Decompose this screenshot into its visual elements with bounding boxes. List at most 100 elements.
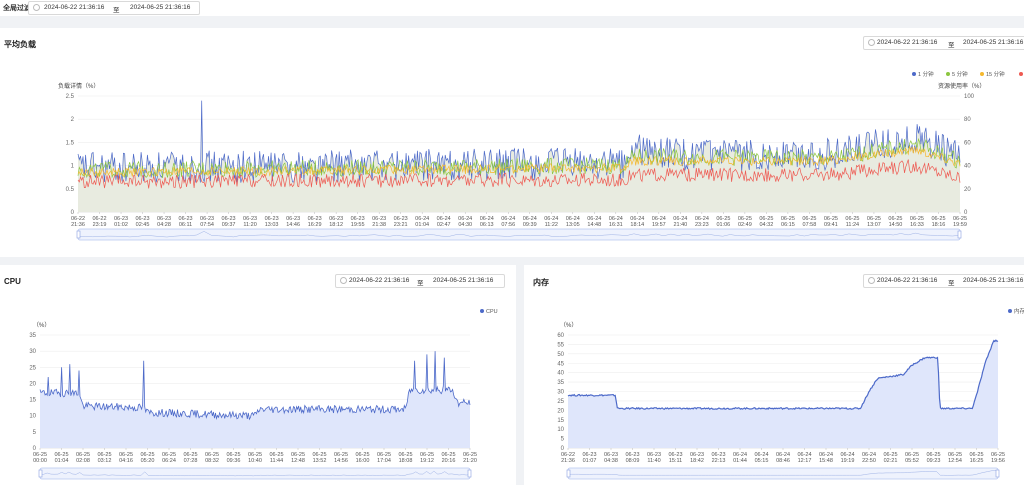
- series-line: [77, 100, 961, 183]
- global-date-range-picker[interactable]: 2024-06-22 21:36:16 至 2024-06-25 21:36:1…: [28, 1, 200, 15]
- y-tick-label: 20: [557, 408, 564, 414]
- series-area: [40, 351, 470, 448]
- x-tick-label: 09:41: [824, 222, 838, 228]
- legend-marker: [1008, 309, 1012, 313]
- x-tick-label: 11:40: [647, 458, 660, 464]
- x-tick-label: 06-23: [372, 216, 386, 222]
- zoom-slider-preview: [567, 470, 998, 476]
- x-tick-label: 06-25: [845, 216, 859, 222]
- x-tick-label: 22:13: [712, 458, 726, 464]
- y-tick-label: 1: [71, 164, 75, 170]
- x-tick-label: 06-24: [437, 216, 451, 222]
- range-start: 2024-06-22 21:36:16: [877, 277, 938, 284]
- x-tick-label: 06:11: [179, 222, 192, 228]
- x-tick-label: 05:52: [905, 458, 919, 464]
- x-tick-label: 06-23: [351, 216, 365, 222]
- x-tick-label: 16:00: [356, 458, 370, 464]
- x-tick-label: 06-23: [582, 452, 596, 458]
- x-tick-label: 16:31: [609, 222, 623, 228]
- x-tick-label: 06-24: [695, 216, 709, 222]
- legend-marker: [946, 72, 950, 76]
- legend-label: 15 分钟: [986, 70, 1005, 78]
- legend-label: 5 分钟: [952, 70, 968, 78]
- x-tick-label: 14:48: [587, 222, 601, 228]
- global-filter-bar: 全局过滤 2024-06-22 21:36:16 至 2024-06-25 21…: [0, 0, 1024, 16]
- x-tick-label: 11:22: [545, 222, 558, 228]
- zoom-slider-handle: [38, 469, 43, 478]
- x-tick-label: 08:46: [776, 458, 790, 464]
- x-tick-label: 04:30: [458, 222, 472, 228]
- x-tick-label: 06-23: [265, 216, 279, 222]
- x-tick-label: 19:56: [991, 458, 1005, 464]
- y-tick-label: 5: [561, 437, 565, 443]
- x-tick-label: 06-23: [200, 216, 214, 222]
- x-tick-label: 06-22: [92, 216, 106, 222]
- x-tick-label: 01:44: [733, 458, 747, 464]
- x-tick-label: 06-25: [463, 452, 477, 458]
- y-tick-label: 25: [557, 399, 564, 405]
- x-tick-label: 06-25: [420, 452, 434, 458]
- cpu-date-range-picker[interactable]: 2024-06-22 21:36:16 至 2024-06-25 21:36:1…: [335, 274, 505, 288]
- legend-marker: [912, 72, 916, 76]
- x-tick-label: 04:32: [760, 222, 774, 228]
- y-tick-label: 35: [29, 333, 36, 339]
- legend-marker: [480, 309, 484, 313]
- y-tick-label: 25: [29, 365, 36, 371]
- x-tick-label: 06-24: [587, 216, 601, 222]
- x-tick-label: 12:54: [948, 458, 962, 464]
- range-start: 2024-06-22 21:36:16: [877, 39, 938, 46]
- x-tick-label: 06:15: [781, 222, 795, 228]
- load-date-range-picker[interactable]: 2024-06-22 21:36:16 至 2024-06-25 21:36:1…: [863, 36, 1024, 50]
- panel-title: 内存: [533, 278, 549, 287]
- y-tick-label: 0.5: [66, 187, 75, 193]
- panel-title: CPU: [4, 277, 21, 286]
- x-tick-label: 06-22: [71, 216, 85, 222]
- x-tick-label: 06-25: [248, 452, 262, 458]
- y2-tick-label: 0: [964, 210, 968, 216]
- x-tick-label: 13:52: [313, 458, 327, 464]
- zoom-slider: [39, 467, 471, 480]
- clock-icon: [868, 277, 875, 284]
- x-tick-label: 17:04: [377, 458, 391, 464]
- cpu-chart: 05101520253035（%）06-2500:0006-2501:0406-…: [29, 309, 498, 480]
- x-tick-label: 06-25: [119, 452, 133, 458]
- x-tick-label: 06-24: [566, 216, 580, 222]
- y-tick-label: 2: [71, 117, 75, 123]
- panel-title: 平均负载: [4, 40, 36, 49]
- x-tick-label: 06-24: [673, 216, 687, 222]
- x-tick-label: 01:04: [55, 458, 69, 464]
- x-tick-label: 06-25: [269, 452, 283, 458]
- x-tick-label: 23:19: [93, 222, 107, 228]
- x-tick-label: 06-23: [114, 216, 128, 222]
- y2-tick-label: 40: [964, 164, 971, 170]
- x-tick-label: 06-24: [776, 452, 790, 458]
- x-tick-label: 02:49: [738, 222, 752, 228]
- x-tick-label: 06-23: [222, 216, 236, 222]
- x-tick-label: 06-25: [738, 216, 752, 222]
- x-tick-label: 06-25: [54, 452, 68, 458]
- y-tick-label: 30: [557, 390, 564, 396]
- range-sep: 至: [948, 280, 955, 287]
- x-tick-label: 12:17: [798, 458, 812, 464]
- x-tick-label: 06-25: [883, 452, 897, 458]
- cpu-panel: CPU 2024-06-22 21:36:16 至 2024-06-25 21:…: [0, 265, 516, 485]
- x-tick-label: 06-25: [910, 216, 924, 222]
- zoom-slider-preview: [40, 470, 471, 477]
- x-tick-label: 06-25: [377, 452, 391, 458]
- x-tick-label: 02:08: [76, 458, 90, 464]
- x-tick-label: 02:47: [437, 222, 451, 228]
- x-tick-label: 06-25: [867, 216, 881, 222]
- x-tick-label: 15:48: [819, 458, 833, 464]
- legend-label: 1 分钟: [918, 70, 934, 78]
- x-tick-label: 08:32: [205, 458, 219, 464]
- memory-date-range-picker[interactable]: 2024-06-22 21:36:16 至 2024-06-25 21:36:1…: [863, 274, 1024, 288]
- zoom-slider-handle: [566, 469, 571, 478]
- x-tick-label: 06-24: [630, 216, 644, 222]
- x-tick-label: 05:15: [755, 458, 769, 464]
- x-tick-label: 06-25: [888, 216, 902, 222]
- x-tick-label: 06-22: [561, 452, 575, 458]
- y2-tick-label: 80: [964, 117, 971, 123]
- x-tick-label: 19:55: [351, 222, 365, 228]
- legend-marker: [980, 72, 984, 76]
